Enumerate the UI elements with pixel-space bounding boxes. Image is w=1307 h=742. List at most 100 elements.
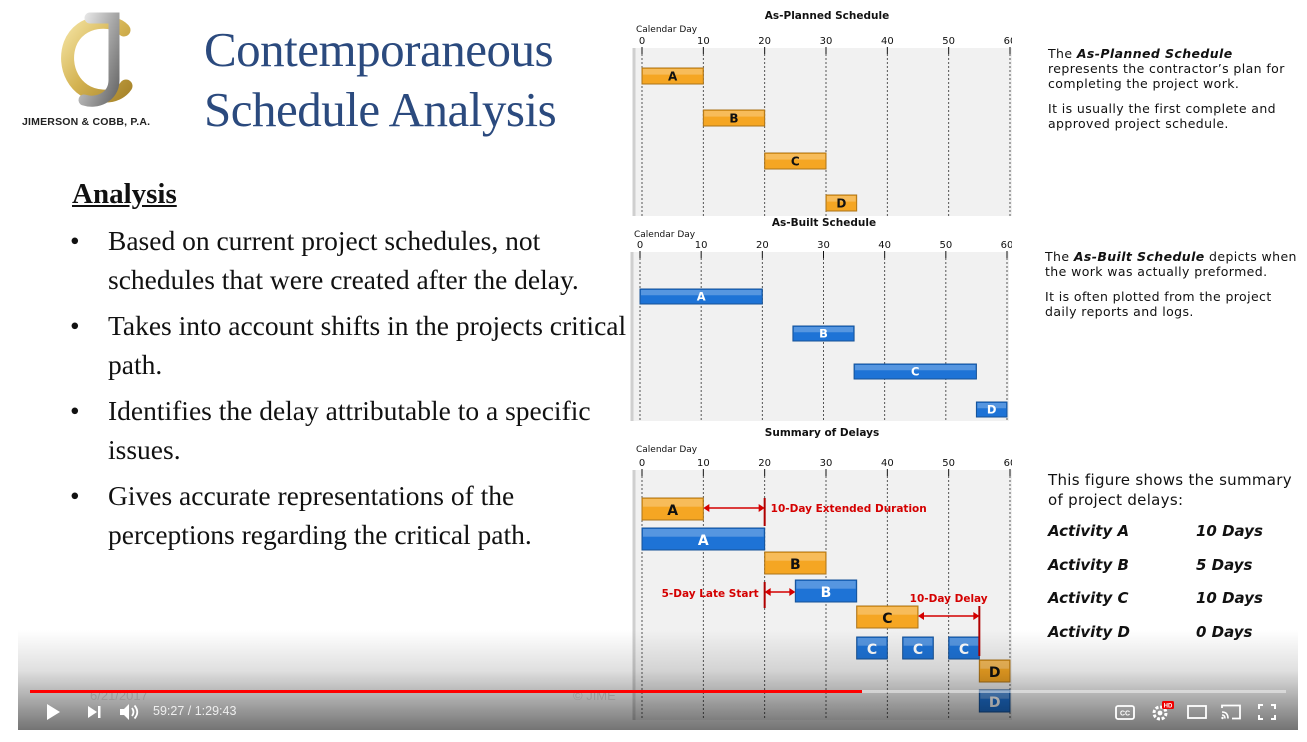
x-axis-label: Calendar Day [636, 25, 698, 35]
gantt-bar-fill [641, 527, 766, 551]
gantt-bar-label: A [698, 533, 709, 549]
gantt-bar-label: C [791, 154, 800, 168]
delay-arrowhead-right [789, 588, 796, 596]
delay-label: 5-Day Late Start [662, 588, 759, 600]
play-button[interactable] [40, 700, 66, 724]
gantt-bar-highlight [643, 69, 703, 75]
gantt-bar-highlight [793, 327, 854, 333]
x-tick-label: 40 [881, 458, 894, 469]
firm-logo [61, 12, 133, 107]
desc-paragraph: It is usually the first complete and app… [1048, 101, 1277, 131]
bullet-list: Based on current project schedules, not … [68, 222, 628, 562]
delay-arrowhead-left [764, 588, 771, 596]
gantt-bar-fill [856, 605, 919, 629]
theater-button[interactable] [1184, 700, 1210, 724]
chart-title: Summary of Delays [765, 427, 879, 439]
gantt-bar-fill [825, 194, 858, 212]
volume-icon [120, 704, 139, 720]
gantt-bar: B [764, 551, 827, 575]
gantt-bar: B [794, 579, 858, 603]
x-axis-label: Calendar Day [634, 230, 696, 240]
x-tick-label: 10 [695, 240, 708, 251]
gantt-bar-highlight [704, 111, 764, 117]
gantt-bar-highlight [827, 196, 856, 202]
captions-icon: CC [1115, 704, 1135, 720]
desc-rest: depicts when the work was actually prefo… [1045, 249, 1297, 279]
gantt-bar-fill [702, 109, 766, 127]
progress-bar[interactable] [30, 690, 1286, 693]
desc-bold: As-Planned Schedule [1076, 46, 1233, 61]
volume-button[interactable] [116, 700, 144, 724]
gantt-bar: B [792, 325, 855, 342]
gantt-bar: A [639, 288, 763, 305]
summary-activity: Activity C [1048, 589, 1129, 607]
fullscreen-button[interactable] [1254, 700, 1280, 724]
play-icon [47, 704, 60, 720]
time-display: 59:27 / 1:29:43 [153, 704, 237, 718]
x-tick-label: 10 [697, 458, 710, 469]
x-tick-label: 50 [942, 36, 955, 47]
x-tick-label: 60 [1004, 36, 1012, 47]
x-tick-label: 50 [942, 458, 955, 469]
gantt-bar-highlight [765, 154, 825, 160]
gantt-bar-label: B [819, 327, 828, 341]
gantt-bar-highlight [796, 581, 856, 589]
summary-text: This figure shows the summary of project… [1048, 471, 1292, 509]
player-gradient [18, 630, 1298, 730]
gantt-bar: B [702, 109, 766, 127]
bullet-item: Identifies the delay attributable to a s… [68, 392, 628, 469]
x-tick-label: 60 [1001, 240, 1012, 251]
gantt-bar-highlight [643, 499, 703, 507]
gantt-bar-label: D [987, 403, 997, 417]
gantt-bar-label: B [729, 111, 738, 125]
gantt-bar-highlight [765, 553, 825, 561]
gantt-bar: D [975, 401, 1008, 418]
presentation-slide: JIMERSON & COBB, P.A. Contemporaneous Sc… [18, 0, 1298, 730]
x-tick-label: 0 [639, 36, 645, 47]
gantt-bar: C [764, 152, 827, 170]
gantt-bar: C [856, 605, 919, 629]
cc-text: CC [1120, 710, 1130, 717]
settings-button[interactable]: HD [1148, 700, 1176, 724]
x-tick-label: 30 [817, 240, 830, 251]
hd-badge: HD [1164, 703, 1173, 709]
gantt-bar-fill [641, 67, 704, 85]
gantt-bar-fill [641, 497, 704, 521]
slide-title: Contemporaneous Schedule Analysis [204, 20, 557, 140]
bullet-item: Takes into account shifts in the project… [68, 307, 628, 384]
fullscreen-icon [1258, 704, 1276, 720]
delay-label: 10-Day Extended Duration [771, 503, 927, 515]
delay-arrowhead-right [973, 612, 980, 620]
summary-days: 10 Days [1196, 522, 1263, 540]
delay-arrowhead-left [918, 612, 924, 620]
delay-arrowhead-right [758, 504, 765, 512]
summary-activity: Activity A [1048, 522, 1130, 540]
gantt-bar-highlight [977, 403, 1006, 409]
analysis-heading: Analysis [72, 178, 177, 210]
x-tick-label: 20 [756, 240, 769, 251]
captions-button[interactable]: CC [1112, 700, 1138, 724]
delay-annotation: 5-Day Late Start [662, 582, 796, 608]
title-line-1: Contemporaneous [204, 22, 554, 77]
desc-bold: As-Built Schedule [1073, 249, 1205, 264]
delay-label: 10-Day Delay [910, 593, 988, 605]
cast-button[interactable] [1218, 700, 1244, 724]
gantt-bar-highlight [855, 365, 976, 371]
x-tick-label: 20 [758, 36, 771, 47]
gantt-bar-fill [639, 288, 763, 305]
gantt-bar: A [641, 527, 766, 551]
progress-fill [30, 690, 863, 693]
x-tick-label: 0 [639, 458, 645, 469]
next-icon [88, 706, 101, 718]
gantt-bar-label: B [821, 585, 832, 601]
x-tick-label: 50 [939, 240, 952, 251]
gantt-bar-label: D [836, 196, 846, 210]
bullet-item: Based on current project schedules, not … [68, 222, 628, 299]
as-planned-description: The As-Planned Schedule represents the c… [1048, 46, 1298, 141]
gantt-bar-highlight [857, 607, 917, 615]
gantt-bar-fill [975, 401, 1008, 418]
desc-prefix: The [1045, 249, 1074, 264]
next-button[interactable] [82, 700, 106, 724]
